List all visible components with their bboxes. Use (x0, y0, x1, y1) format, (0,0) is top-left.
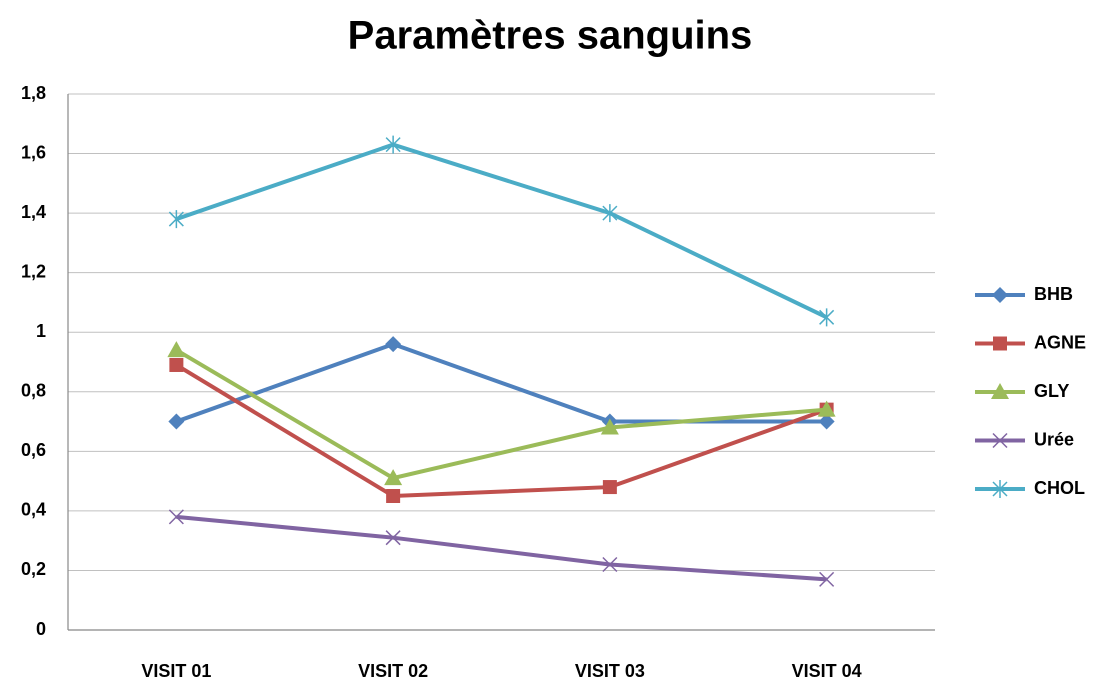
point-marker (168, 509, 184, 525)
point-marker (600, 418, 619, 435)
y-tick-label: 1,2 (21, 261, 46, 281)
point-marker (819, 308, 835, 327)
y-tick-label: 1,6 (21, 142, 46, 162)
point-marker (819, 571, 835, 587)
series-line (175, 142, 828, 320)
x-tick-label: VISIT 04 (792, 661, 862, 681)
point-marker (385, 135, 401, 154)
series-line (175, 342, 827, 424)
y-tick-label: 0,2 (21, 559, 46, 579)
point-marker (167, 341, 186, 358)
y-tick-label: 0,4 (21, 500, 46, 520)
x-tick-label: VISIT 02 (358, 661, 428, 681)
point-marker (817, 400, 836, 417)
x-tick-label: VISIT 01 (141, 661, 211, 681)
legend-marker (991, 383, 1009, 399)
y-tick-label: 1,8 (21, 83, 46, 103)
y-tick-label: 1,4 (21, 202, 46, 222)
point-marker (602, 480, 617, 495)
point-marker (386, 489, 401, 503)
legend-marker (992, 432, 1008, 449)
legend-label: BHB (1034, 284, 1073, 304)
legend-marker (992, 480, 1008, 498)
point-marker (169, 357, 184, 372)
y-tick-label: 1 (36, 321, 46, 341)
y-tick-label: 0,6 (21, 440, 46, 460)
legend-marker (992, 287, 1008, 303)
legend-label: AGNE (1034, 332, 1086, 352)
point-marker (602, 204, 618, 223)
series-line (175, 363, 828, 499)
series-line (176, 514, 827, 582)
point-marker (168, 413, 185, 430)
point-marker (384, 469, 403, 486)
legend-label: CHOL (1034, 478, 1085, 498)
point-marker (385, 530, 401, 546)
point-marker (168, 210, 184, 229)
point-marker (385, 336, 402, 353)
legend-label: GLY (1034, 381, 1069, 401)
chart-title: Paramètres sanguins (348, 14, 753, 58)
y-tick-label: 0 (36, 619, 46, 639)
legend-marker (993, 336, 1007, 351)
point-marker (602, 556, 618, 573)
x-tick-label: VISIT 03 (575, 661, 645, 681)
y-tick-label: 0,8 (21, 381, 46, 401)
series-line (175, 348, 827, 481)
legend-label: Urée (1034, 429, 1074, 449)
point-marker (818, 413, 835, 430)
